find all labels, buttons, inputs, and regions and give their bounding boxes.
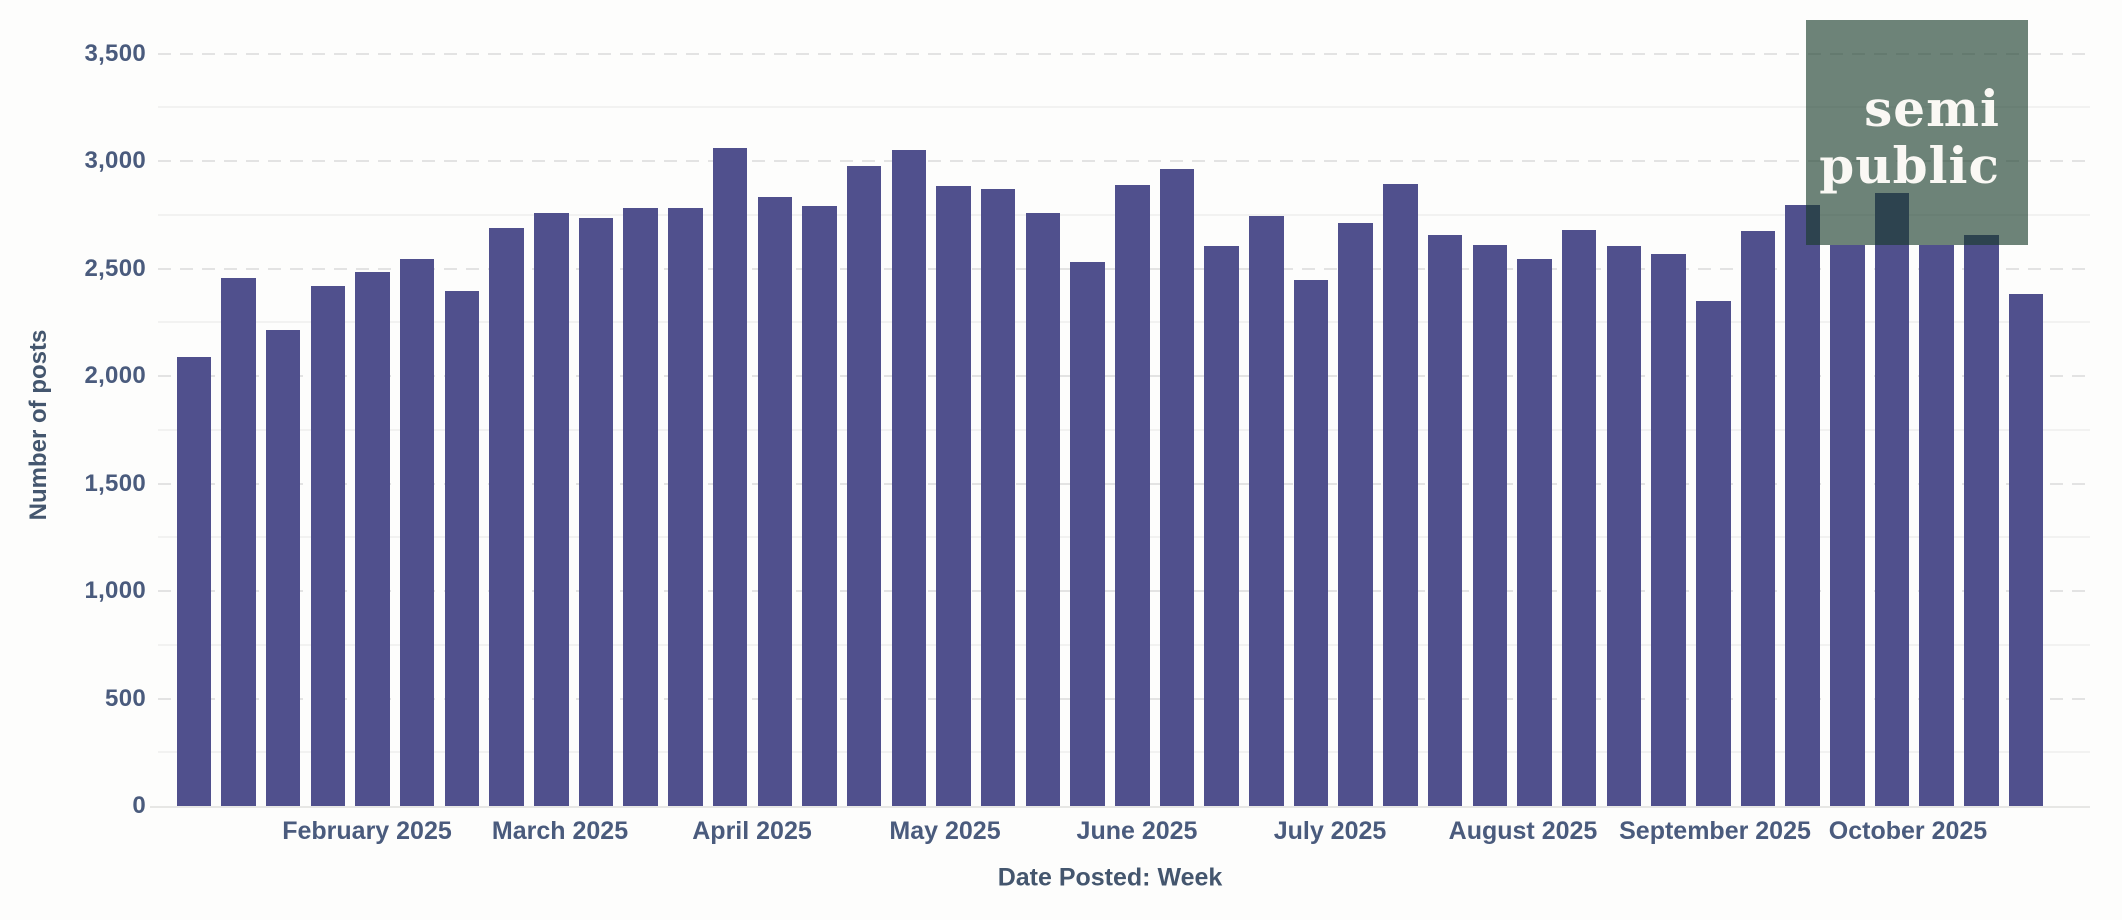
bar-week-38 (1830, 244, 1865, 806)
y-tick-label: 3,500 (84, 39, 146, 67)
bar-week-42 (2008, 294, 2044, 806)
y-tick-label: 0 (132, 792, 146, 819)
bar-week-16 (846, 166, 882, 806)
logo-text-line1: semi (1864, 79, 2000, 138)
bar-week-13 (712, 148, 748, 806)
x-axis-title: Date Posted: Week (997, 863, 1223, 892)
x-tick-label: October 2025 (1828, 817, 1988, 845)
bar-week-26 (1293, 280, 1329, 806)
bar-week-30 (1472, 244, 1508, 806)
bar-week-37 (1785, 205, 1820, 806)
bar-week-34 (1651, 253, 1686, 806)
bar-week-8 (489, 227, 524, 806)
bar-week-25 (1249, 215, 1284, 806)
bar-week-22 (1115, 184, 1150, 806)
y-tick-label: 3,000 (84, 147, 146, 174)
x-tick-label: February 2025 (282, 817, 452, 845)
bar-week-29 (1427, 235, 1463, 806)
bar-week-33 (1606, 245, 1642, 806)
y-tick-label: 1,500 (84, 469, 146, 497)
bar-week-7 (444, 291, 480, 806)
bar-week-6 (399, 258, 435, 806)
y-tick-label: 500 (105, 684, 146, 712)
x-tick-label: August 2025 (1448, 817, 1598, 845)
bar-week-12 (668, 208, 703, 806)
y-tick-label: 1,000 (84, 577, 146, 604)
logo-text-line2: public (1819, 136, 2000, 195)
bar-week-27 (1338, 223, 1373, 806)
x-axis-baseline (150, 806, 2090, 808)
bar-week-4 (310, 285, 346, 806)
bar-week-2 (221, 278, 256, 806)
bar-week-18 (936, 185, 971, 806)
bar-week-15 (802, 206, 837, 806)
bar-week-17 (891, 150, 927, 807)
gridline-major (158, 52, 2090, 55)
bar-week-10 (578, 218, 614, 806)
x-tick-label: July 2025 (1273, 817, 1387, 845)
x-tick-label: April 2025 (692, 817, 812, 845)
bar-week-19 (980, 189, 1016, 806)
bar-week-11 (623, 208, 658, 806)
x-tick-label: May 2025 (889, 817, 1001, 845)
y-axis-title: Number of posts (25, 329, 52, 521)
y-tick-label: 2,000 (84, 362, 146, 389)
bar-week-5 (355, 271, 390, 806)
semipublic-logo-watermark: semi public (1806, 20, 2028, 245)
y-tick-label: 2,500 (84, 254, 146, 282)
bar-week-36 (1740, 230, 1776, 806)
gridline-major (158, 160, 2090, 162)
bar-week-28 (1383, 183, 1418, 806)
bar-week-41 (1964, 235, 1999, 806)
bar-week-23 (1159, 168, 1195, 806)
bar-week-14 (757, 196, 793, 806)
bar-week-1 (176, 356, 212, 806)
x-tick-label: September 2025 (1619, 817, 1811, 845)
bar-week-20 (1025, 212, 1061, 806)
x-tick-label: March 2025 (491, 817, 629, 845)
bar-week-9 (534, 212, 569, 806)
bar-week-3 (265, 329, 301, 806)
bar-week-40 (1919, 244, 1954, 806)
bar-week-35 (1696, 300, 1731, 807)
bar-week-32 (1561, 229, 1597, 806)
bar-week-31 (1517, 258, 1552, 806)
gridline-minor (158, 106, 2090, 109)
bar-week-39 (1874, 193, 1910, 807)
bar-week-24 (1204, 245, 1239, 806)
x-tick-label: June 2025 (1076, 817, 1198, 845)
bar-week-21 (1070, 262, 1105, 806)
